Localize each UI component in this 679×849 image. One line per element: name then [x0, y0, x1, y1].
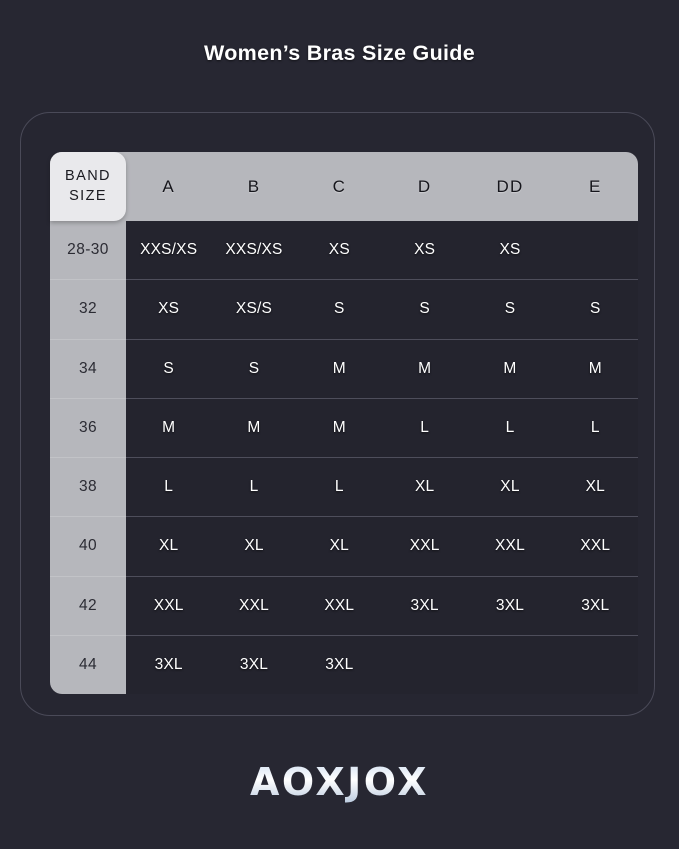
size-cell: S	[334, 300, 345, 318]
band-size-cell: 44	[78, 655, 98, 673]
brand-logo: AOXJOX	[0, 760, 679, 804]
size-cell: XL	[585, 478, 605, 496]
size-cell: M	[162, 418, 176, 436]
size-cell: L	[505, 418, 515, 436]
size-cell: S	[163, 359, 174, 377]
size-cell: XS	[328, 241, 350, 259]
band-size-cell: 28-30	[50, 221, 126, 281]
size-cell	[382, 636, 467, 694]
size-cell: M	[503, 359, 517, 377]
size-cell: XL	[244, 537, 264, 555]
size-cell: XXL	[409, 537, 440, 555]
size-cell: M	[247, 418, 261, 436]
size-cell: L	[334, 478, 344, 496]
table-row: XXL XXL XXL 3XL 3XL 3XL	[126, 577, 638, 636]
size-cell: XS	[158, 300, 180, 318]
band-size-column: BAND SIZE 28-30 32 34 36 38 40 42 44	[50, 152, 126, 694]
size-guide-table: A B C D DD E BAND SIZE 28-30 32 34 36 38…	[50, 152, 638, 694]
page-title: Women’s Bras Size Guide	[204, 41, 475, 65]
column-header-a: A	[162, 176, 175, 196]
size-cell: M	[332, 359, 346, 377]
table-row: XXS/XS XXS/XS XS XS XS	[126, 221, 638, 281]
size-cell: L	[590, 418, 600, 436]
column-header-d: D	[417, 176, 432, 196]
column-header-b: B	[247, 176, 261, 196]
size-cell: M	[418, 359, 432, 377]
size-cell: L	[164, 478, 174, 496]
table-row: S S M M M M	[126, 340, 638, 399]
size-cell: S	[248, 359, 260, 377]
band-size-cell: 32	[50, 280, 126, 340]
size-cell	[553, 221, 638, 279]
size-cell: S	[419, 300, 430, 318]
size-cell: 3XL	[239, 655, 269, 673]
size-cell: XXS/XS	[225, 241, 283, 259]
size-cell: L	[249, 478, 259, 496]
size-cell: XXS/XS	[140, 241, 198, 259]
table-row: 3XL 3XL 3XL	[126, 636, 638, 694]
size-cell: S	[504, 300, 516, 318]
size-cell: XXL	[580, 537, 611, 555]
size-cell: M	[332, 418, 346, 436]
column-header-e: E	[589, 176, 602, 196]
band-size-header: BAND SIZE	[50, 152, 126, 221]
size-cell: XXL	[239, 596, 269, 614]
size-cell: XXL	[495, 537, 525, 555]
table-row: M M M L L L	[126, 399, 638, 458]
size-cell	[467, 636, 552, 694]
size-cell: XL	[500, 478, 520, 496]
size-cell: XS	[414, 241, 436, 259]
band-size-cell: 36	[50, 399, 126, 458]
size-cell: L	[420, 418, 430, 436]
cup-size-headers: A B C D DD E	[126, 152, 638, 221]
column-header-dd: DD	[496, 176, 524, 196]
band-size-header-line1: BAND	[65, 168, 111, 185]
size-cell: XS	[499, 241, 521, 259]
table-header-row: A B C D DD E	[50, 152, 638, 221]
size-cell: 3XL	[495, 596, 525, 614]
table-row: L L L XL XL XL	[126, 458, 638, 518]
size-cell: S	[590, 300, 601, 318]
band-size-cell: 38	[50, 458, 126, 518]
size-cell: XXL	[324, 596, 355, 614]
table-row: XL XL XL XXL XXL XXL	[126, 517, 638, 577]
column-header-c: C	[332, 176, 347, 196]
size-cell: 3XL	[581, 596, 610, 614]
size-cell: M	[588, 359, 602, 377]
band-size-cell: 42	[50, 577, 126, 636]
size-cell: XL	[414, 478, 435, 496]
table-row: XS XS/S S S S S	[126, 280, 638, 340]
size-cell	[553, 636, 638, 694]
band-size-header-line2: SIZE	[69, 187, 107, 204]
size-cell: 3XL	[410, 596, 439, 614]
band-size-values: 28-30 32 34 36 38 40 42 44	[50, 221, 126, 694]
size-cell: XS/S	[235, 300, 273, 318]
size-cell: XL	[329, 537, 349, 555]
table-body: XXS/XS XXS/XS XS XS XS XS XS/S S S S S S…	[126, 221, 638, 694]
size-cell: 3XL	[154, 655, 183, 673]
band-size-cell: 40	[50, 517, 126, 577]
size-cell: XXL	[153, 596, 184, 614]
size-cell: XL	[158, 537, 179, 555]
band-size-cell: 34	[50, 340, 126, 399]
size-cell: 3XL	[325, 655, 354, 673]
